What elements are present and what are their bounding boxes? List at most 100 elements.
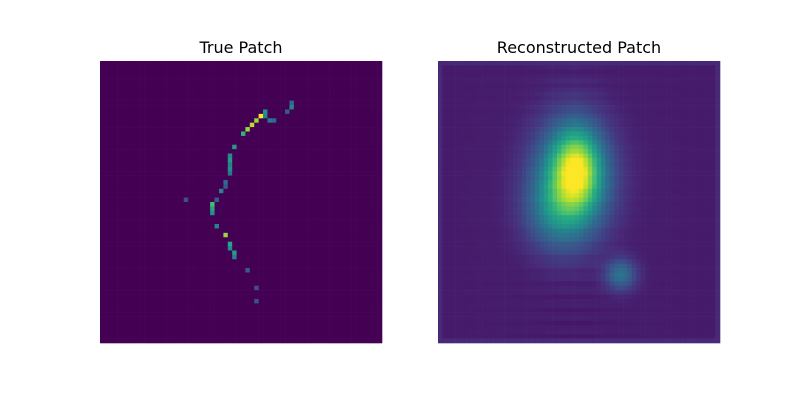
true-patch-cell	[227, 254, 233, 260]
reconstructed-patch-cell	[609, 65, 615, 71]
true-patch-cell	[205, 290, 211, 295]
true-patch-cell	[135, 122, 140, 128]
true-patch-cell	[377, 206, 383, 212]
true-patch-cell	[342, 131, 348, 137]
true-patch-cell	[152, 74, 158, 79]
true-patch-cell	[205, 193, 211, 198]
reconstructed-patch-cell	[438, 74, 443, 79]
true-patch-cell	[359, 237, 365, 242]
true-patch-cell	[192, 100, 198, 106]
true-patch-cell	[368, 105, 374, 110]
reconstructed-patch-cell	[570, 83, 575, 88]
true-patch-cell	[359, 61, 365, 66]
true-patch-cell	[152, 338, 158, 344]
true-patch-cell	[320, 179, 326, 185]
reconstructed-patch-cell	[482, 78, 487, 84]
reconstructed-patch-cell	[689, 78, 694, 84]
true-patch-cell	[289, 329, 295, 335]
true-patch-cell	[258, 105, 264, 110]
true-patch-cell	[113, 83, 118, 88]
reconstructed-patch-cell	[460, 65, 465, 71]
true-patch-cell	[227, 320, 233, 326]
true-patch-cell	[377, 109, 383, 115]
true-patch-cell	[183, 109, 189, 115]
true-patch-cell	[311, 285, 317, 291]
reconstructed-patch-cell	[697, 83, 703, 88]
reconstructed-patch-cell	[574, 113, 580, 119]
true-patch-cell	[183, 61, 189, 66]
true-patch-cell	[144, 312, 149, 317]
true-patch-cell	[227, 113, 233, 119]
true-patch-cell	[342, 338, 348, 344]
true-patch-cell	[100, 87, 105, 93]
true-patch-cell	[320, 281, 326, 287]
true-patch-cell	[214, 162, 220, 168]
true-patch-cell	[241, 250, 246, 256]
true-patch-cell	[368, 210, 374, 216]
true-patch-cell	[144, 144, 149, 150]
true-patch-cell	[285, 241, 290, 247]
true-patch-cell	[166, 166, 171, 172]
true-patch-cell	[144, 131, 149, 137]
true-patch-cell	[289, 140, 295, 146]
true-patch-cell	[320, 157, 326, 163]
reconstructed-patch-cell	[601, 100, 606, 106]
true-patch-cell	[329, 312, 334, 317]
true-patch-cell	[241, 290, 246, 295]
true-patch-cell	[108, 237, 114, 242]
true-patch-cell	[192, 202, 198, 207]
reconstructed-patch-cell	[482, 65, 487, 71]
true-patch-cell	[201, 135, 207, 141]
true-patch-cell	[117, 320, 123, 326]
true-patch-cell	[232, 74, 237, 79]
reconstructed-patch-cell	[671, 74, 677, 79]
true-patch-cell	[276, 298, 281, 304]
reconstructed-patch-cell	[579, 91, 584, 97]
true-patch-cell	[152, 197, 158, 203]
true-patch-cell	[104, 294, 110, 300]
true-patch-cell	[161, 122, 167, 128]
true-patch-cell	[174, 285, 180, 291]
true-patch-cell	[280, 122, 286, 128]
true-patch-cell	[351, 263, 356, 269]
true-patch-cell	[271, 316, 277, 322]
true-patch-cell	[329, 127, 334, 132]
true-patch-cell	[249, 254, 255, 260]
true-patch-cell	[188, 320, 193, 326]
true-patch-cell	[373, 157, 378, 163]
true-patch-cell	[298, 202, 303, 207]
true-patch-cell	[289, 162, 295, 168]
true-patch-cell	[298, 144, 303, 150]
true-patch-cell	[170, 268, 176, 273]
heatmap-true-patch	[100, 61, 383, 344]
true-patch-cell	[249, 175, 255, 181]
true-patch-cell	[174, 153, 180, 159]
reconstructed-patch-cell	[640, 61, 646, 66]
reconstructed-patch-cell	[521, 113, 527, 119]
true-patch-cell	[223, 109, 229, 115]
true-patch-cell	[254, 69, 259, 75]
true-patch-cell	[355, 74, 361, 79]
true-patch-cell	[298, 188, 303, 194]
true-patch-cell	[100, 276, 105, 282]
true-patch-cell	[271, 268, 277, 273]
true-patch-cell	[311, 263, 317, 269]
reconstructed-patch-cell	[618, 65, 624, 71]
true-patch-cell	[324, 144, 330, 150]
reconstructed-patch-cell	[627, 105, 633, 110]
true-patch-cell	[289, 179, 295, 185]
reconstructed-patch-cell	[442, 78, 448, 84]
true-patch-cell	[267, 118, 273, 123]
true-patch-cell	[364, 69, 370, 75]
true-patch-cell	[263, 61, 268, 66]
true-patch-cell	[117, 307, 123, 313]
true-patch-cell	[263, 276, 268, 282]
true-patch-cell	[174, 65, 180, 71]
true-patch-cell	[320, 219, 326, 225]
reconstructed-patch-cell	[504, 109, 509, 115]
true-patch-cell	[236, 149, 242, 154]
true-patch-cell	[249, 113, 255, 119]
true-patch-cell	[122, 259, 127, 264]
true-patch-cell	[351, 175, 356, 181]
true-patch-cell	[183, 118, 189, 123]
